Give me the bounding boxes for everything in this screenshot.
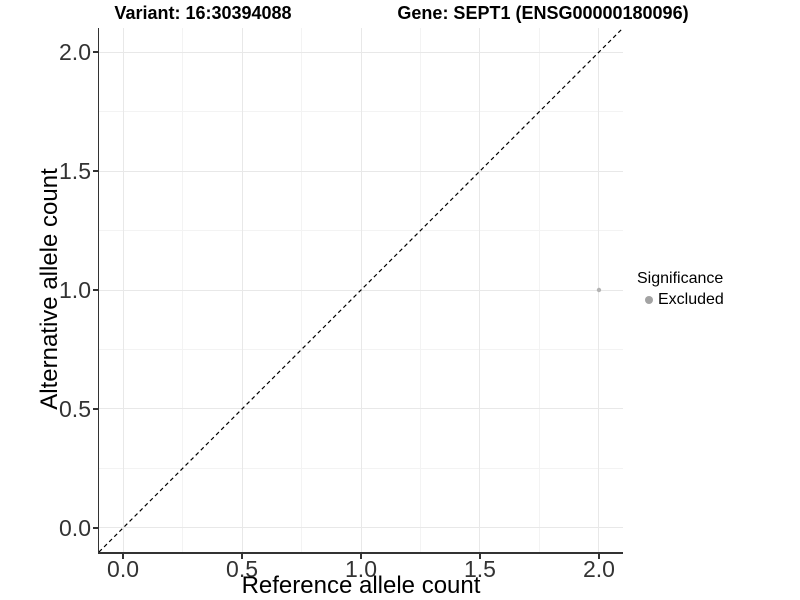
y-axis-tick-label: 2.0 xyxy=(59,39,91,66)
y-axis-tick-label: 1.0 xyxy=(59,277,91,303)
legend-title: Significance xyxy=(637,270,724,287)
legend-item-excluded: Excluded xyxy=(637,290,724,309)
y-axis-tick-label: 1.5 xyxy=(59,158,91,185)
legend-point-icon xyxy=(645,295,653,304)
x-axis-tick-label: 0.5 xyxy=(226,556,259,582)
legend-item-label: Excluded xyxy=(658,291,724,308)
x-axis-tick-label: 1.0 xyxy=(345,556,377,582)
plot-overlay xyxy=(99,28,623,552)
y-axis-line xyxy=(97,28,99,554)
y-axis-tick xyxy=(92,408,98,410)
y-axis-tick xyxy=(92,527,98,529)
x-axis-tick xyxy=(241,553,243,559)
x-axis-tick xyxy=(479,553,481,559)
x-axis-tick xyxy=(122,553,124,559)
plot-title-gene: Gene: SEPT1 (ENSG00000180096) xyxy=(397,3,689,23)
y-axis-tick xyxy=(92,51,98,53)
y-axis-tick xyxy=(92,289,98,291)
legend: Significance Excluded xyxy=(637,269,724,309)
grid-major-horizontal xyxy=(99,51,623,53)
y-axis-title: Alternative allele count xyxy=(36,168,63,410)
plot-title-variant: Variant: 16:30394088 xyxy=(114,3,292,23)
x-axis-tick xyxy=(598,553,600,559)
x-axis-tick-label: 1.5 xyxy=(463,556,496,582)
plot-panel xyxy=(99,28,623,552)
x-axis-tick xyxy=(360,553,362,559)
x-axis-tick-label: 2.0 xyxy=(582,556,615,582)
x-axis-tick-label: 0.0 xyxy=(107,556,140,582)
y-axis-tick-label: 0.0 xyxy=(59,514,91,541)
identity-dashed-line xyxy=(99,28,623,552)
y-axis-tick-label: 0.5 xyxy=(59,395,91,422)
y-axis-tick xyxy=(92,170,98,172)
grid-major-horizontal xyxy=(99,408,623,410)
grid-major-horizontal xyxy=(99,170,623,172)
x-axis-line xyxy=(97,552,623,554)
grid-major-horizontal xyxy=(99,527,623,529)
data-point-excluded xyxy=(596,287,602,293)
x-axis-title: Reference allele count xyxy=(241,572,481,599)
